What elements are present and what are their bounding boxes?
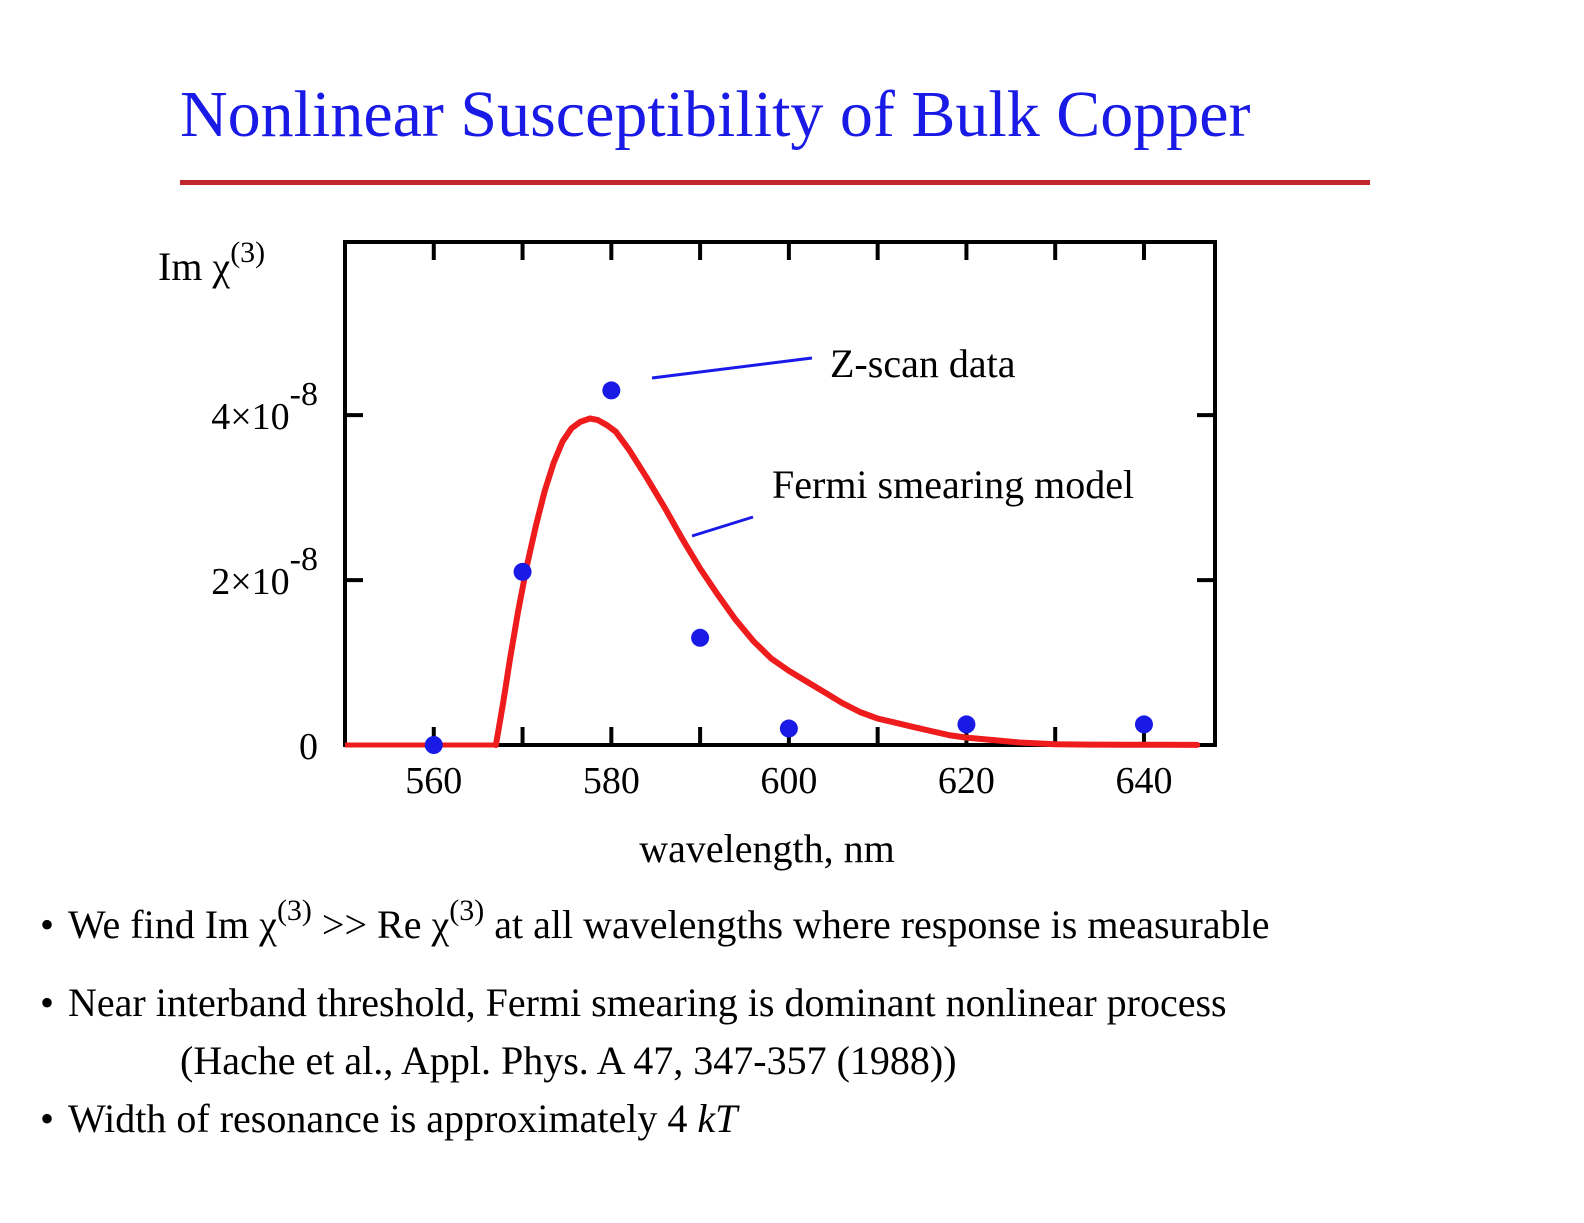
- x-tick-label: 560: [405, 760, 462, 802]
- bullet-1-text-b: >> Re χ: [311, 902, 450, 947]
- annotation-layer: Z-scan data Fermi smearing model: [651, 341, 1134, 538]
- y-tick-label: 2×10-8: [211, 541, 318, 603]
- bullet-item-2: • Near interband threshold, Fermi smearin…: [40, 983, 1270, 1081]
- z-scan-data-point: [691, 628, 710, 647]
- fermi-smearing-model-curve: [492, 415, 1201, 748]
- bullet-1-text-c: at all wavelengths where response is mea…: [484, 902, 1270, 947]
- plot-frame: [343, 240, 1217, 747]
- x-tick-label: 640: [1115, 760, 1172, 802]
- axes-layer: [343, 240, 1217, 747]
- annotation-z-scan-label: Z-scan data: [830, 341, 1016, 386]
- annotation-z-scan-leader: [651, 356, 813, 380]
- bullet-item-3: • Width of resonance is approximately 4 k…: [40, 1099, 1270, 1139]
- bullet-2-text: Near interband threshold, Fermi smearing…: [68, 980, 1227, 1025]
- annotation-fermi-label: Fermi smearing model: [772, 462, 1134, 507]
- bullet-list: • We find Im χ(3) >> Re χ(3) at all wavel…: [40, 895, 1270, 1139]
- bullet-3-text: Width of resonance is approximately 4: [68, 1096, 698, 1141]
- curve-layer: [345, 415, 1201, 748]
- bullet-1-text-a: We find Im χ: [68, 902, 277, 947]
- y-tick-label: 0: [299, 726, 318, 768]
- bullet-dot: •: [40, 1096, 55, 1141]
- title-underline: [180, 180, 1370, 185]
- bullet-2-reference: (Hache et al., Appl. Phys. A 47, 347-357…: [180, 1038, 957, 1083]
- x-axis-label: wavelength, nm: [639, 826, 895, 871]
- bullet-item-1: • We find Im χ(3) >> Re χ(3) at all wavel…: [40, 895, 1270, 947]
- annotation-fermi-leader: [691, 515, 754, 538]
- points-layer: [424, 381, 1153, 754]
- x-tick-label: 620: [938, 760, 995, 802]
- x-tick-label: 580: [583, 760, 640, 802]
- bullet-1-superscript-b: (3): [449, 893, 485, 927]
- y-tick-label: 4×10-8: [211, 376, 318, 438]
- z-scan-data-point: [513, 562, 532, 581]
- z-scan-data-point: [1134, 715, 1153, 734]
- labels-layer: 560 580 600 620 640 0 2×10-8 4×10-8 Im χ(3) wavel…: [158, 236, 1172, 871]
- slide-title: Nonlinear Susceptibility of Bulk Copper: [180, 78, 1251, 151]
- x-tick-label: 600: [760, 760, 817, 802]
- bullet-1-superscript-a: (3): [276, 893, 312, 927]
- y-axis-label: Im χ(3): [158, 236, 265, 289]
- chart: Z-scan data Fermi smearing model 560 580 60…: [158, 236, 1217, 871]
- z-scan-data-point: [957, 715, 976, 734]
- z-scan-data-point: [602, 381, 621, 400]
- bullet-3-italic-kt: kT: [697, 1096, 738, 1141]
- z-scan-data-point: [779, 719, 798, 738]
- bullet-dot: •: [40, 902, 55, 947]
- z-scan-data-point: [424, 736, 443, 754]
- bullet-dot: •: [40, 980, 55, 1025]
